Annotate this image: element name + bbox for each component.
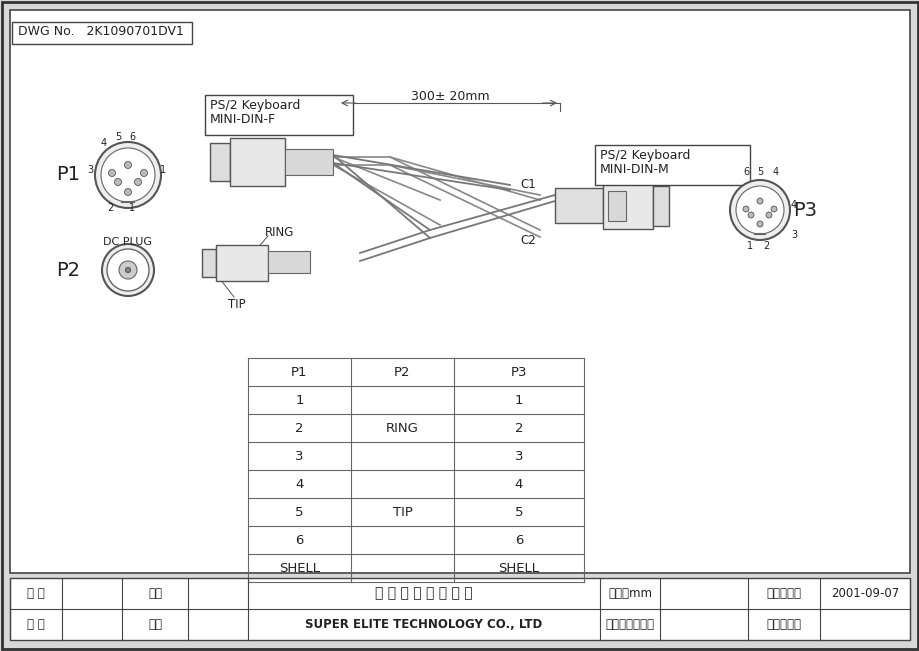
Circle shape: [107, 249, 149, 291]
Bar: [230, 138, 285, 186]
Text: TIP: TIP: [228, 298, 245, 311]
Bar: [12, 22, 192, 44]
Text: P2: P2: [56, 260, 80, 279]
Text: DWG No.   2K1090701DV1: DWG No. 2K1090701DV1: [18, 25, 184, 38]
Circle shape: [766, 212, 771, 218]
Circle shape: [124, 189, 131, 195]
Bar: [554, 188, 602, 223]
Text: SHELL: SHELL: [278, 562, 320, 574]
Text: P2: P2: [394, 365, 410, 378]
Text: RING: RING: [265, 225, 294, 238]
Text: RING: RING: [386, 421, 418, 434]
Circle shape: [124, 161, 131, 169]
Text: P1: P1: [291, 365, 308, 378]
Bar: [205, 95, 353, 135]
Text: 1: 1: [746, 241, 753, 251]
Text: 5: 5: [295, 505, 303, 518]
Text: 1: 1: [129, 203, 135, 213]
Circle shape: [770, 206, 777, 212]
Text: 4: 4: [772, 167, 778, 177]
Bar: [652, 186, 668, 226]
Bar: [202, 249, 216, 277]
Text: 300± 20mm: 300± 20mm: [410, 89, 489, 102]
Circle shape: [108, 169, 116, 176]
Text: 3: 3: [515, 449, 523, 462]
Bar: [216, 245, 267, 281]
Text: 5: 5: [515, 505, 523, 518]
Circle shape: [756, 221, 762, 227]
Text: 5: 5: [756, 167, 762, 177]
Text: 1: 1: [515, 393, 523, 406]
Text: PS/2 Keyboard: PS/2 Keyboard: [210, 99, 300, 112]
Text: 1: 1: [295, 393, 303, 406]
Circle shape: [95, 142, 161, 208]
Circle shape: [102, 244, 153, 296]
Circle shape: [747, 212, 754, 218]
Bar: [10, 578, 909, 640]
Circle shape: [756, 198, 762, 204]
Circle shape: [729, 180, 789, 240]
Bar: [210, 143, 230, 181]
Text: 6: 6: [295, 534, 303, 546]
Text: 4: 4: [295, 477, 303, 490]
Text: 4: 4: [101, 138, 107, 148]
Text: 品 名: 品 名: [27, 587, 45, 600]
Text: 3: 3: [790, 230, 796, 240]
Text: 6: 6: [129, 132, 135, 142]
Circle shape: [735, 186, 783, 234]
Text: C1: C1: [519, 178, 535, 191]
Text: 確認: 確認: [148, 618, 162, 631]
Text: 2: 2: [295, 421, 303, 434]
Bar: [267, 251, 310, 273]
Bar: [595, 145, 749, 185]
Text: 2: 2: [107, 203, 113, 213]
Text: 6: 6: [743, 167, 748, 177]
Text: DC PLUG: DC PLUG: [103, 237, 153, 247]
Text: 1: 1: [160, 165, 166, 175]
Text: MINI-DIN-M: MINI-DIN-M: [599, 163, 669, 176]
Text: P3: P3: [792, 201, 816, 219]
Bar: [602, 183, 652, 229]
Circle shape: [743, 206, 748, 212]
Text: 3: 3: [86, 165, 93, 175]
Text: PS/2 Keyboard: PS/2 Keyboard: [599, 149, 689, 162]
Circle shape: [141, 169, 147, 176]
Text: 2: 2: [515, 421, 523, 434]
Bar: [607, 191, 625, 221]
Text: 4: 4: [515, 477, 523, 490]
Circle shape: [119, 261, 137, 279]
Text: 2001-09-07: 2001-09-07: [830, 587, 898, 600]
Circle shape: [125, 268, 130, 273]
Text: C2: C2: [519, 234, 535, 247]
Text: P1: P1: [56, 165, 80, 184]
Text: 單位：mm: 單位：mm: [607, 587, 652, 600]
Text: TIP: TIP: [392, 505, 412, 518]
Bar: [10, 10, 909, 573]
Text: SUPER ELITE TECHNOLOGY CO., LTD: SUPER ELITE TECHNOLOGY CO., LTD: [305, 618, 542, 631]
Text: 公差：一般公差: 公差：一般公差: [605, 618, 653, 631]
Text: 變更日期：: 變更日期：: [766, 618, 800, 631]
Text: 製圖: 製圖: [148, 587, 162, 600]
Text: 發行日期：: 發行日期：: [766, 587, 800, 600]
Circle shape: [101, 148, 154, 202]
Text: 6: 6: [515, 534, 523, 546]
Circle shape: [114, 178, 121, 186]
Circle shape: [134, 178, 142, 186]
Text: 2: 2: [762, 241, 768, 251]
Text: SHELL: SHELL: [498, 562, 539, 574]
Text: 5: 5: [115, 132, 121, 142]
Text: 4: 4: [790, 200, 796, 210]
Text: 料 號: 料 號: [27, 618, 45, 631]
Text: P3: P3: [510, 365, 527, 378]
Text: 3: 3: [295, 449, 303, 462]
Text: MINI-DIN-F: MINI-DIN-F: [210, 113, 276, 126]
Bar: [285, 149, 333, 175]
Text: 良 英 股 份 有 限 公 司: 良 英 股 份 有 限 公 司: [375, 587, 472, 600]
